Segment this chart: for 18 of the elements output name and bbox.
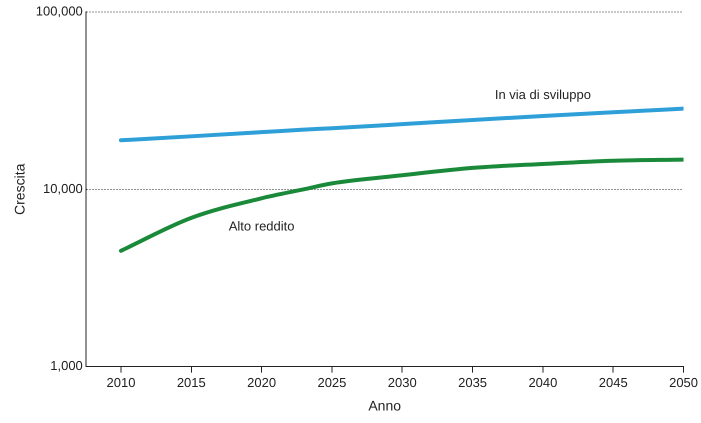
x-tick-label: 2045 bbox=[598, 374, 628, 390]
x-tick-label: 2030 bbox=[388, 374, 417, 390]
x-tick-label: 2040 bbox=[528, 374, 558, 390]
series-label: In via di sviluppo bbox=[494, 87, 591, 102]
y-axis-title: Crescita bbox=[11, 163, 28, 215]
y-tick-label: 10,000 bbox=[43, 180, 83, 196]
line-series bbox=[118, 106, 684, 142]
series-label: Alto reddito bbox=[228, 218, 294, 234]
x-tick-label: 2015 bbox=[176, 374, 206, 390]
x-tick-label: 2020 bbox=[247, 374, 276, 390]
x-tick-label: 2050 bbox=[669, 374, 698, 390]
x-tick-label: 2035 bbox=[458, 374, 488, 390]
y-tick-label: 1,000 bbox=[50, 358, 83, 374]
x-tick-label: 2010 bbox=[106, 374, 136, 390]
line-series bbox=[118, 158, 684, 253]
x-axis-title: Anno bbox=[368, 397, 402, 414]
y-tick-label: 100,000 bbox=[36, 4, 83, 19]
x-tick-label: 2025 bbox=[317, 374, 346, 390]
